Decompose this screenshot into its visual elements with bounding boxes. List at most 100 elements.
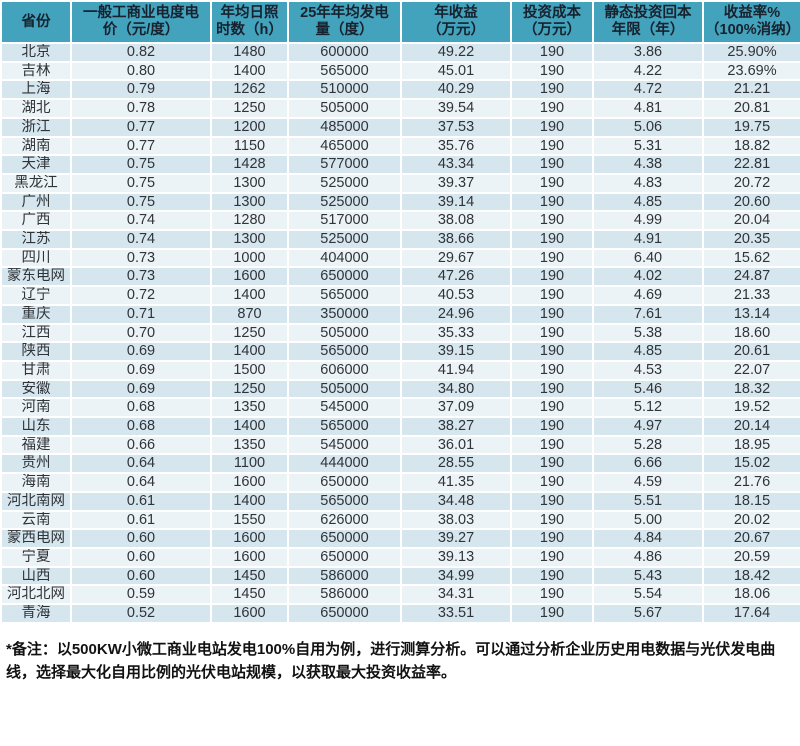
- province-cell: 江西: [0, 322, 72, 344]
- value-cell: 0.70: [70, 322, 212, 344]
- value-cell: 39.14: [400, 191, 512, 213]
- value-cell: 404000: [287, 247, 402, 269]
- value-cell: 1550: [210, 509, 289, 531]
- value-cell: 1500: [210, 359, 289, 381]
- value-cell: 1600: [210, 528, 289, 549]
- table-row: 云南 0.61 1550 626000 38.03 190 5.00 20.02: [0, 509, 800, 531]
- value-cell: 0.73: [70, 266, 212, 288]
- value-cell: 0.77: [70, 135, 212, 157]
- table-row: 山西 0.60 1450 586000 34.99 190 5.43 18.42: [0, 565, 800, 587]
- value-cell: 20.35: [702, 229, 800, 250]
- value-cell: 517000: [287, 210, 402, 232]
- value-cell: 190: [510, 285, 594, 306]
- value-cell: 0.73: [70, 247, 212, 269]
- value-cell: 0.66: [70, 434, 212, 456]
- value-cell: 525000: [287, 191, 402, 213]
- table-row: 黑龙江 0.75 1300 525000 39.37 190 4.83 20.72: [0, 172, 800, 194]
- table-row: 安徽 0.69 1250 505000 34.80 190 5.46 18.32: [0, 378, 800, 400]
- province-cell: 贵州: [0, 453, 72, 475]
- value-cell: 28.55: [400, 453, 512, 475]
- value-cell: 0.61: [70, 490, 212, 512]
- value-cell: 47.26: [400, 266, 512, 288]
- value-cell: 190: [510, 565, 594, 587]
- value-cell: 1600: [210, 472, 289, 493]
- value-cell: 4.91: [592, 229, 704, 250]
- col-header-yield-rate: 收益率% （100%消纳）: [702, 0, 800, 44]
- value-cell: 1300: [210, 229, 289, 250]
- value-cell: 565000: [287, 341, 402, 362]
- value-cell: 1350: [210, 397, 289, 419]
- value-cell: 38.66: [400, 229, 512, 250]
- value-cell: 190: [510, 603, 594, 624]
- value-cell: 20.72: [702, 172, 800, 194]
- value-cell: 20.02: [702, 509, 800, 531]
- value-cell: 0.60: [70, 547, 212, 568]
- value-cell: 17.64: [702, 603, 800, 624]
- value-cell: 190: [510, 509, 594, 531]
- value-cell: 21.76: [702, 472, 800, 493]
- value-cell: 39.13: [400, 547, 512, 568]
- value-cell: 4.99: [592, 210, 704, 232]
- value-cell: 1250: [210, 378, 289, 400]
- col-header-label: 省份: [21, 13, 51, 30]
- value-cell: 33.51: [400, 603, 512, 624]
- value-cell: 1400: [210, 341, 289, 362]
- value-cell: 29.67: [400, 247, 512, 269]
- value-cell: 1200: [210, 116, 289, 138]
- table-row: 重庆 0.71 870 350000 24.96 190 7.61 13.14: [0, 303, 800, 325]
- value-cell: 505000: [287, 98, 402, 119]
- value-cell: 4.97: [592, 416, 704, 437]
- value-cell: 190: [510, 341, 594, 362]
- table-body: 北京 0.82 1480 600000 49.22 190 3.86 25.90% 吉林 0.80…: [0, 42, 800, 624]
- value-cell: 0.52: [70, 603, 212, 624]
- table-row: 青海 0.52 1600 650000 33.51 190 5.67 17.64: [0, 603, 800, 624]
- value-cell: 18.06: [702, 584, 800, 606]
- province-cell: 安徽: [0, 378, 72, 400]
- value-cell: 190: [510, 60, 594, 82]
- value-cell: 190: [510, 528, 594, 549]
- value-cell: 5.00: [592, 509, 704, 531]
- table-row: 四川 0.73 1000 404000 29.67 190 6.40 15.62: [0, 247, 800, 269]
- value-cell: 0.59: [70, 584, 212, 606]
- value-cell: 650000: [287, 472, 402, 493]
- col-header-province: 省份: [0, 0, 72, 44]
- province-cell: 云南: [0, 509, 72, 531]
- value-cell: 5.06: [592, 116, 704, 138]
- table-row: 吉林 0.80 1400 565000 45.01 190 4.22 23.69%: [0, 60, 800, 82]
- value-cell: 565000: [287, 60, 402, 82]
- value-cell: 34.31: [400, 584, 512, 606]
- value-cell: 4.84: [592, 528, 704, 549]
- value-cell: 5.31: [592, 135, 704, 157]
- value-cell: 4.69: [592, 285, 704, 306]
- province-cell: 黑龙江: [0, 172, 72, 194]
- value-cell: 1450: [210, 565, 289, 587]
- province-cell: 江苏: [0, 229, 72, 250]
- value-cell: 0.75: [70, 154, 212, 175]
- col-header-label: （万元）: [427, 22, 485, 38]
- value-cell: 35.76: [400, 135, 512, 157]
- value-cell: 38.27: [400, 416, 512, 437]
- table-row: 河北北网 0.59 1450 586000 34.31 190 5.54 18.06: [0, 584, 800, 606]
- province-cell: 河北北网: [0, 584, 72, 606]
- province-cell: 辽宁: [0, 285, 72, 306]
- value-cell: 41.94: [400, 359, 512, 381]
- value-cell: 4.38: [592, 154, 704, 175]
- value-cell: 1400: [210, 285, 289, 306]
- value-cell: 49.22: [400, 42, 512, 63]
- col-header-annual-income: 年收益 （万元）: [400, 0, 512, 44]
- value-cell: 444000: [287, 453, 402, 475]
- value-cell: 190: [510, 397, 594, 419]
- province-cell: 河南: [0, 397, 72, 419]
- table-row: 山东 0.68 1400 565000 38.27 190 4.97 20.14: [0, 416, 800, 437]
- table-row: 北京 0.82 1480 600000 49.22 190 3.86 25.90%: [0, 42, 800, 63]
- value-cell: 39.54: [400, 98, 512, 119]
- footnote-text: 以500KW小微工商业电站发电100%自用为例，进行测算分析。可以通过分析企业历…: [6, 640, 776, 682]
- col-header-label: 投资成本: [523, 5, 581, 21]
- value-cell: 18.32: [702, 378, 800, 400]
- value-cell: 190: [510, 434, 594, 456]
- value-cell: 190: [510, 359, 594, 381]
- value-cell: 5.67: [592, 603, 704, 624]
- col-header-label: 收益率%: [723, 5, 781, 21]
- value-cell: 650000: [287, 603, 402, 624]
- province-cell: 天津: [0, 154, 72, 175]
